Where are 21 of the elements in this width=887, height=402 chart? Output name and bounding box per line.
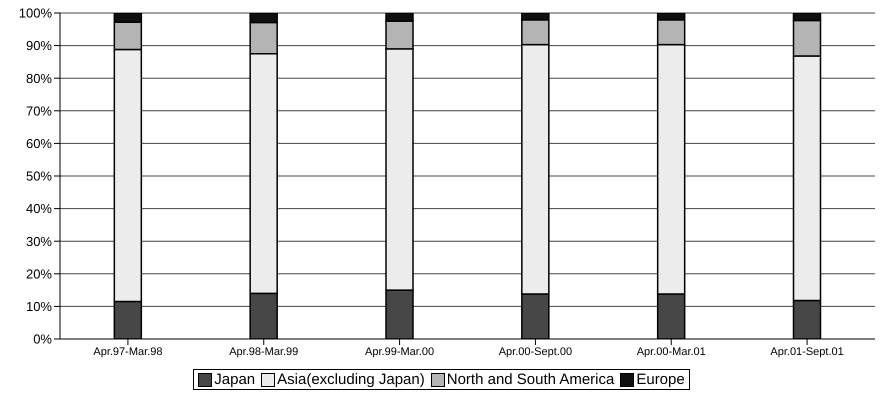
y-tick-label: 20% bbox=[26, 266, 52, 282]
y-tick-label: 10% bbox=[26, 299, 52, 314]
x-tick-label: Apr.01-Sept.01 bbox=[770, 346, 844, 358]
legend-label: Japan bbox=[213, 371, 256, 388]
x-tick-label: Apr.99-Mar.00 bbox=[365, 346, 434, 358]
y-tick-label: 80% bbox=[26, 70, 52, 86]
y-tick-label: 100% bbox=[18, 6, 52, 21]
y-tick-label: 60% bbox=[26, 136, 52, 152]
x-tick-label: Apr.00-Mar.01 bbox=[636, 346, 706, 358]
legend-label: Asia(excluding Japan) bbox=[276, 371, 425, 388]
x-tick-label: Apr.97-Mar.98 bbox=[93, 346, 162, 358]
x-tick-label: Apr.98-Mar.99 bbox=[229, 346, 298, 358]
legend-label: Europe bbox=[635, 371, 685, 388]
x-tick-label: Apr.00-Sept.00 bbox=[498, 346, 572, 358]
y-tick-label: 30% bbox=[26, 234, 52, 249]
y-tick-label: 50% bbox=[26, 168, 52, 184]
y-tick-label: 90% bbox=[26, 38, 52, 54]
y-tick-label: 40% bbox=[26, 201, 52, 216]
legend-label: North and South America bbox=[446, 371, 614, 388]
y-tick-label: 70% bbox=[26, 103, 52, 118]
y-tick-label: 0% bbox=[33, 332, 52, 347]
